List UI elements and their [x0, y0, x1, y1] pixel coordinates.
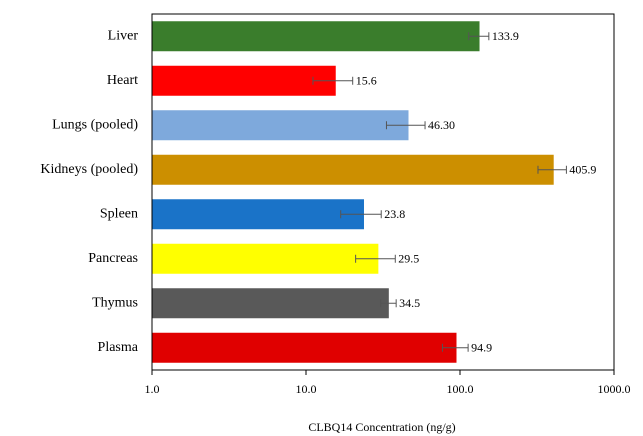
y-tick-label: Spleen [100, 206, 138, 221]
value-label: 405.9 [569, 163, 596, 177]
bar [152, 332, 457, 363]
value-label: 133.9 [492, 29, 519, 43]
bar [152, 110, 409, 141]
y-tick-label: Kidneys (pooled) [40, 162, 138, 177]
y-tick-label: Heart [107, 73, 138, 88]
bar [152, 65, 336, 96]
x-tick-label: 1000.0 [598, 382, 631, 396]
y-tick-label: Liver [108, 28, 139, 43]
plot-frame [151, 13, 615, 371]
bar [152, 154, 554, 185]
value-label: 23.8 [384, 207, 405, 221]
y-tick-label: Thymus [92, 295, 138, 310]
value-label: 29.5 [398, 252, 419, 266]
value-label: 15.6 [356, 74, 377, 88]
y-tick-label: Lungs (pooled) [52, 117, 138, 132]
value-label: 34.5 [399, 296, 420, 310]
value-label: 94.9 [471, 341, 492, 355]
x-axis-label: CLBQ14 Concentration (ng/g) [308, 420, 455, 434]
x-tick-label: 1.0 [145, 382, 160, 396]
bar [152, 21, 480, 52]
x-tick-label: 100.0 [447, 382, 474, 396]
x-tick-label: 10.0 [296, 382, 317, 396]
y-tick-label: Pancreas [88, 251, 138, 266]
y-tick-label: Plasma [98, 340, 139, 355]
value-label: 46.30 [428, 118, 455, 132]
bar [152, 243, 379, 274]
bar [152, 288, 389, 319]
bar [152, 199, 364, 230]
